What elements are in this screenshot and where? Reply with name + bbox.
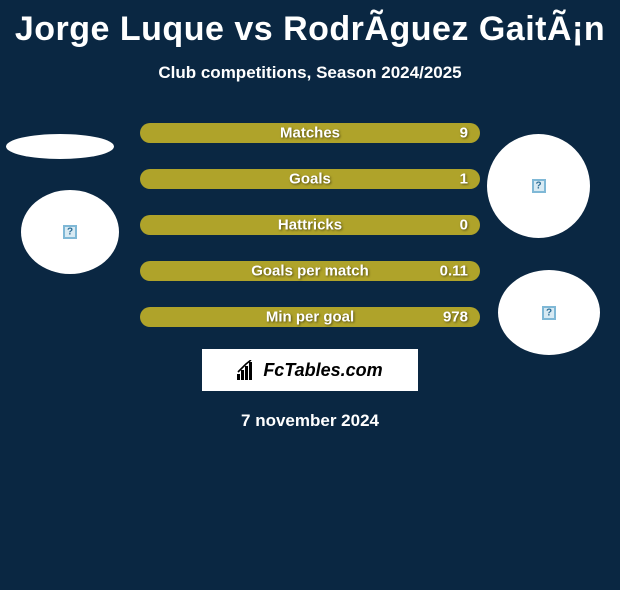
stats-container: Matches 9 Goals 1 Hattricks 0 Goals per … — [140, 123, 480, 327]
left-player-avatar — [21, 190, 119, 274]
stat-bar-matches: Matches 9 — [140, 123, 480, 143]
stat-bar-goals: Goals 1 — [140, 169, 480, 189]
right-player-avatar-2 — [498, 270, 600, 355]
stat-label: Goals per match — [251, 263, 369, 280]
image-placeholder-icon — [532, 179, 546, 193]
stat-value: 978 — [443, 309, 468, 326]
image-placeholder-icon — [542, 306, 556, 320]
brand-text: FcTables.com — [263, 360, 382, 381]
chart-icon — [237, 360, 259, 380]
stat-bar-min-per-goal: Min per goal 978 — [140, 307, 480, 327]
stat-label: Goals — [289, 171, 331, 188]
page-title: Jorge Luque vs RodrÃ­guez GaitÃ¡n — [0, 10, 620, 49]
stat-label: Min per goal — [266, 309, 354, 326]
left-oval-decoration — [6, 134, 114, 159]
subtitle: Club competitions, Season 2024/2025 — [0, 63, 620, 83]
stat-bar-goals-per-match: Goals per match 0.11 — [140, 261, 480, 281]
image-placeholder-icon — [63, 225, 77, 239]
right-player-avatar-1 — [487, 134, 590, 238]
stat-bar-hattricks: Hattricks 0 — [140, 215, 480, 235]
stat-value: 9 — [460, 125, 468, 142]
stat-label: Matches — [280, 125, 340, 142]
stat-value: 0 — [460, 217, 468, 234]
brand-box[interactable]: FcTables.com — [202, 349, 418, 391]
stat-label: Hattricks — [278, 217, 342, 234]
date-text: 7 november 2024 — [0, 411, 620, 431]
stat-value: 0.11 — [440, 263, 468, 280]
stat-value: 1 — [460, 171, 468, 188]
